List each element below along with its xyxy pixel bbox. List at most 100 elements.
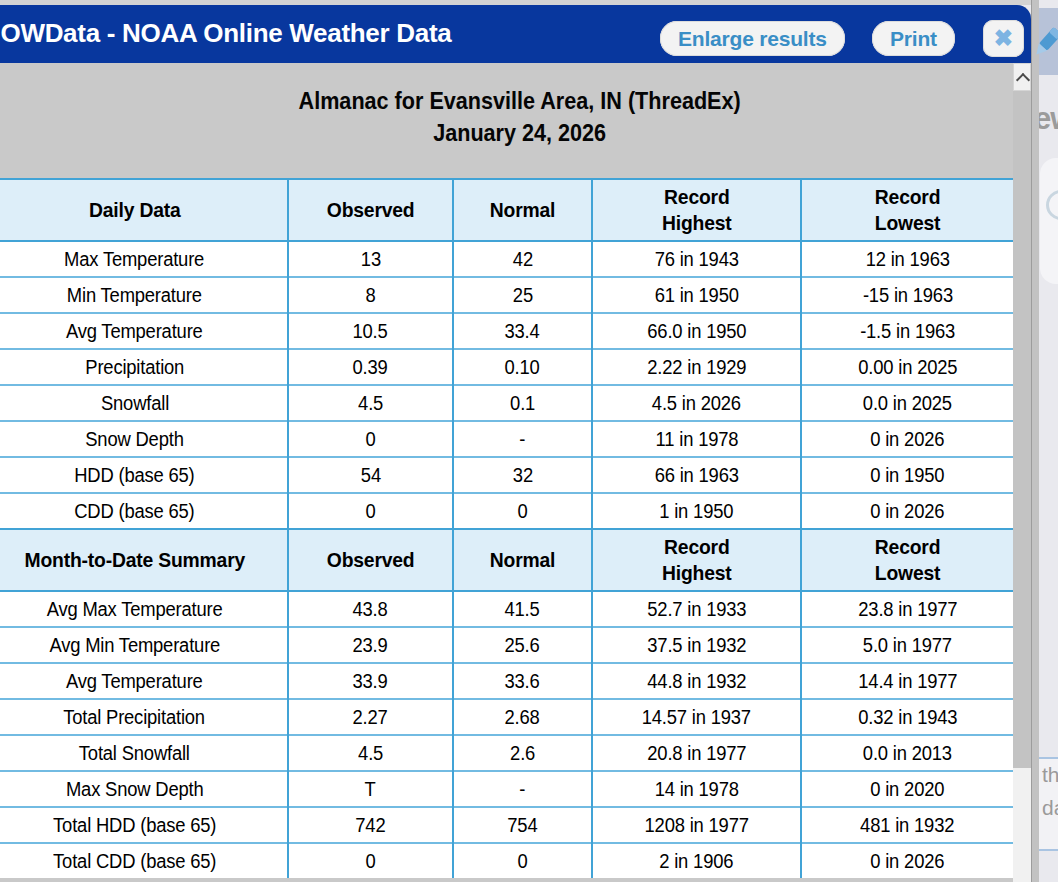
cell: 61 in 1950 [592, 277, 801, 313]
cell: 37.5 in 1932 [592, 627, 801, 663]
cell: -15 in 1963 [801, 277, 1014, 313]
cell: 0 [288, 421, 453, 457]
table-row: Total HDD (base 65)7427541208 in 1977481… [0, 807, 1014, 843]
cell: 33.4 [453, 313, 592, 349]
column-header: Record Highest [592, 179, 801, 241]
cell: 1 in 1950 [592, 493, 801, 528]
table-row: Precipitation0.390.102.22 in 19290.00 in… [0, 349, 1014, 385]
row-label: Min Temperature [0, 277, 288, 313]
cell: 14.4 in 1977 [801, 663, 1014, 699]
background-text-fragment: th [1042, 759, 1058, 792]
table-row: Total Precipitation2.272.6814.57 in 1937… [0, 699, 1014, 735]
scrollbar-track[interactable] [1013, 768, 1031, 882]
cell: 23.8 in 1977 [801, 591, 1014, 627]
table-row: HDD (base 65)543266 in 19630 in 1950 [0, 457, 1014, 493]
cell: 11 in 1978 [592, 421, 801, 457]
cell: 2 in 1906 [592, 843, 801, 878]
pencil-icon [1032, 24, 1058, 62]
scrollbar-thumb[interactable] [1013, 91, 1031, 768]
cell: 23.9 [288, 627, 453, 663]
cell: 0.1 [453, 385, 592, 421]
column-header: Observed [288, 179, 453, 241]
background-infobox-fragment: th da [1038, 757, 1058, 851]
column-header: Record Highest [592, 529, 801, 591]
cell: 54 [288, 457, 453, 493]
cell: 2.27 [288, 699, 453, 735]
cell: 14 in 1978 [592, 771, 801, 807]
row-label: Avg Temperature [0, 663, 288, 699]
cell: - [453, 421, 592, 457]
cell: - [453, 771, 592, 807]
cell: 0 [453, 493, 592, 528]
dialog-titlebar: NOWData - NOAA Online Weather Data Enlar… [0, 5, 1031, 63]
cell: 4.5 in 2026 [592, 385, 801, 421]
cell: 2.68 [453, 699, 592, 735]
row-label: Total Snowfall [0, 735, 288, 771]
cell: 0 in 1950 [801, 457, 1014, 493]
daily-data-table: Daily DataObservedNormalRecord HighestRe… [0, 178, 1015, 528]
cell: 4.5 [288, 735, 453, 771]
close-button[interactable]: ✖ [983, 20, 1024, 57]
cell: 32 [453, 457, 592, 493]
cell: 5.0 in 1977 [801, 627, 1014, 663]
cell: 0.0 in 2025 [801, 385, 1014, 421]
cell: 754 [453, 807, 592, 843]
cell: 0 in 2020 [801, 771, 1014, 807]
row-label: Avg Max Temperature [0, 591, 288, 627]
cell: 10.5 [288, 313, 453, 349]
cell: 13 [288, 241, 453, 277]
scroll-up-button[interactable] [1013, 63, 1031, 91]
radio-button-icon [1046, 190, 1058, 220]
row-label: Total Precipitation [0, 699, 288, 735]
row-label: Precipitation [0, 349, 288, 385]
column-header: Record Lowest [801, 179, 1014, 241]
enlarge-results-button[interactable]: Enlarge results [660, 21, 845, 56]
table-row: Total Snowfall4.52.620.8 in 19770.0 in 2… [0, 735, 1014, 771]
dialog-scrollbar [1013, 63, 1031, 882]
cell: T [288, 771, 453, 807]
cell: 2.22 in 1929 [592, 349, 801, 385]
print-button[interactable]: Print [872, 21, 955, 56]
row-label: Snowfall [0, 385, 288, 421]
cell: 0 [453, 843, 592, 878]
table-row: Avg Temperature10.533.466.0 in 1950-1.5 … [0, 313, 1014, 349]
column-header: Normal [453, 179, 592, 241]
screen: ew th da NOWData - NOAA Online Weather D… [0, 0, 1058, 882]
row-label: Avg Temperature [0, 313, 288, 349]
table-row: Avg Min Temperature23.925.637.5 in 19325… [0, 627, 1014, 663]
row-label: Total CDD (base 65) [0, 843, 288, 878]
column-header: Normal [453, 529, 592, 591]
row-label: HDD (base 65) [0, 457, 288, 493]
table-row: Min Temperature82561 in 1950-15 in 1963 [0, 277, 1014, 313]
table-row: CDD (base 65)001 in 19500 in 2026 [0, 493, 1014, 528]
table-row: Max Snow DepthT-14 in 19780 in 2020 [0, 771, 1014, 807]
cell: 33.9 [288, 663, 453, 699]
row-label: CDD (base 65) [0, 493, 288, 528]
cell: 0.10 [453, 349, 592, 385]
row-label: Snow Depth [0, 421, 288, 457]
cell: 52.7 in 1933 [592, 591, 801, 627]
background-text-fragment: da [1042, 792, 1058, 825]
cell: 14.57 in 1937 [592, 699, 801, 735]
table-row: Total CDD (base 65)002 in 19060 in 2026 [0, 843, 1014, 878]
cell: 42 [453, 241, 592, 277]
cell: 41.5 [453, 591, 592, 627]
column-header: Observed [288, 529, 453, 591]
cell: 0.32 in 1943 [801, 699, 1014, 735]
cell: 0.0 in 2013 [801, 735, 1014, 771]
cell: 4.5 [288, 385, 453, 421]
column-header: Month-to-Date Summary [0, 529, 288, 591]
cell: 0.00 in 2025 [801, 349, 1014, 385]
table-row: Avg Max Temperature43.841.552.7 in 19332… [0, 591, 1014, 627]
table-row: Snow Depth0-11 in 19780 in 2026 [0, 421, 1014, 457]
cell: 0.39 [288, 349, 453, 385]
cell: 66 in 1963 [592, 457, 801, 493]
row-label: Total HDD (base 65) [0, 807, 288, 843]
row-label: Max Temperature [0, 241, 288, 277]
chevron-up-icon [1016, 73, 1030, 87]
cell: 481 in 1932 [801, 807, 1014, 843]
cell: 33.6 [453, 663, 592, 699]
cell: 12 in 1963 [801, 241, 1014, 277]
background-card-fragment [1040, 158, 1058, 284]
almanac-heading: Almanac for Evansville Area, IN (ThreadE… [0, 85, 1058, 149]
